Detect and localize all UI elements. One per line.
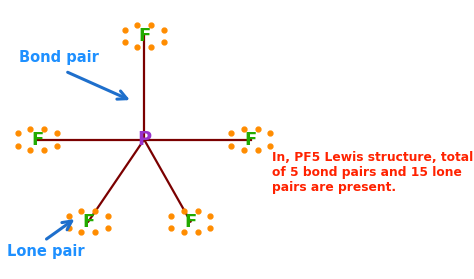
- Text: Bond pair: Bond pair: [18, 50, 99, 65]
- Text: Lone pair: Lone pair: [7, 244, 85, 259]
- Text: F: F: [184, 213, 197, 230]
- Text: F: F: [138, 27, 150, 45]
- Text: F: F: [245, 131, 257, 148]
- Text: F: F: [31, 131, 44, 148]
- Text: F: F: [82, 213, 94, 230]
- Text: P: P: [137, 130, 151, 149]
- Text: In, PF5 Lewis structure, total
of 5 bond pairs and 15 lone
pairs are present.: In, PF5 Lewis structure, total of 5 bond…: [272, 151, 473, 194]
